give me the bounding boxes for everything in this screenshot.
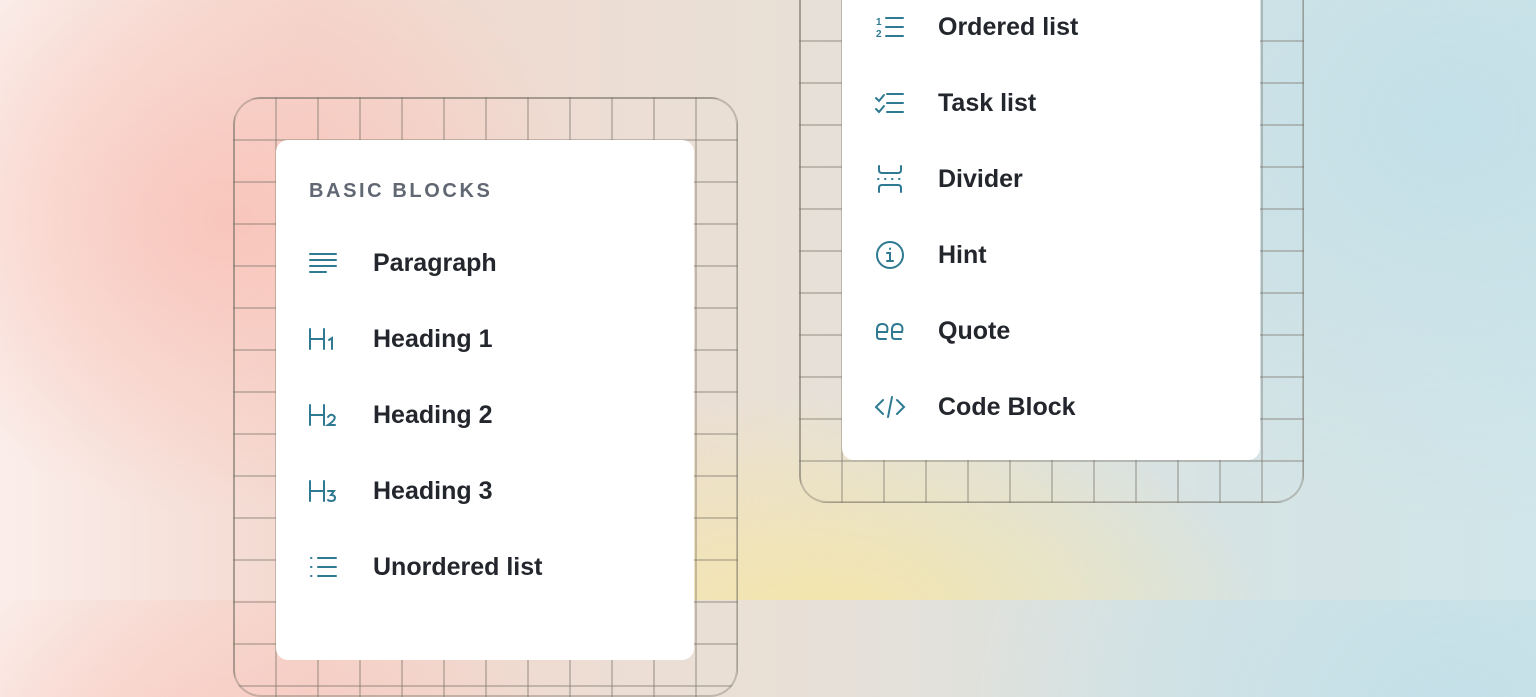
quote-icon	[876, 322, 904, 340]
item-label: Task list	[938, 88, 1037, 117]
item-label: Heading 2	[373, 400, 493, 429]
svg-text:2: 2	[876, 29, 882, 40]
heading-2-icon	[309, 404, 336, 426]
menu-item-hint[interactable]: Hint	[873, 235, 987, 275]
ordered-list-icon: 12	[876, 17, 904, 40]
heading-1-icon	[309, 328, 333, 350]
item-label: Ordered list	[938, 12, 1079, 41]
menu-item-heading-2[interactable]: Heading 2	[306, 395, 492, 435]
divider-icon	[877, 165, 902, 193]
svg-text:1: 1	[876, 17, 882, 28]
menu-item-quote[interactable]: Quote	[873, 311, 1010, 351]
code-icon	[874, 396, 906, 418]
menu-item-paragraph[interactable]: Paragraph	[306, 243, 497, 283]
item-label: Heading 1	[373, 324, 493, 353]
menu-item-heading-1[interactable]: Heading 1	[306, 319, 492, 359]
item-label: Divider	[938, 164, 1023, 193]
item-label: Heading 3	[373, 476, 493, 505]
section-label: BASIC BLOCKS	[309, 180, 493, 202]
menu-item-heading-3[interactable]: Heading 3	[306, 471, 492, 511]
menu-item-code-block[interactable]: Code Block	[873, 387, 1076, 427]
item-label: Hint	[938, 240, 987, 269]
unordered-list-icon	[310, 557, 337, 577]
heading-3-icon	[309, 480, 337, 503]
menu-item-unordered-list[interactable]: Unordered list	[306, 547, 542, 587]
item-label: Unordered list	[373, 552, 543, 581]
info-icon	[876, 241, 904, 269]
paragraph-icon	[309, 253, 337, 273]
item-label: Quote	[938, 316, 1011, 345]
item-label: Paragraph	[373, 248, 497, 277]
item-label: Code Block	[938, 392, 1076, 421]
menu-item-task-list[interactable]: Task list	[873, 83, 1036, 123]
menu-item-divider[interactable]: Divider	[873, 159, 1023, 199]
basic-blocks-menu: BASIC BLOCKS Paragraph Heading 1 Heading…	[276, 140, 694, 660]
task-list-icon	[875, 93, 904, 114]
